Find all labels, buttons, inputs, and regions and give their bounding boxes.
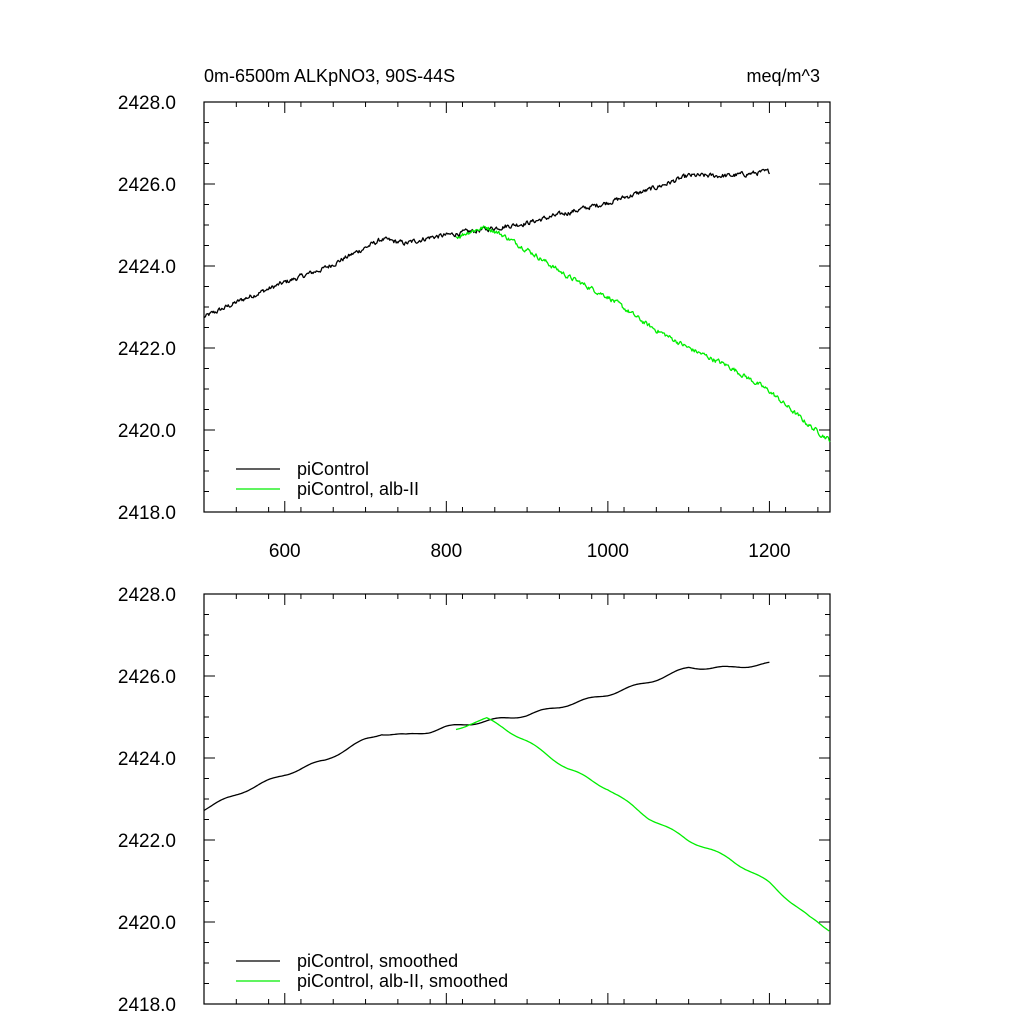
legend-label: piControl <box>297 459 369 479</box>
y-tick-label: 2422.0 <box>118 831 176 852</box>
chart-panel-1: 2418.0 2420.0 2422.0 2424.0 2426.0 2428.0 600 8… <box>118 93 831 562</box>
plot-title-right: meq/m^3 <box>747 66 820 86</box>
plot-frame <box>203 593 831 1005</box>
y-tick-label: 2424.0 <box>118 257 176 278</box>
legend-label: piControl, alb-II, smoothed <box>297 971 508 991</box>
plot-frame <box>203 101 831 513</box>
x-tick-label: 1200 <box>748 541 790 562</box>
y-tick-label: 2424.0 <box>118 749 176 770</box>
y-tick-label: 2418.0 <box>118 995 176 1016</box>
series-line-1 <box>203 168 770 318</box>
y-tick-label: 2420.0 <box>118 913 176 934</box>
x-tick-label: 800 <box>430 541 462 562</box>
series-line-1 <box>203 661 770 812</box>
legend-label: piControl, alb-II <box>297 479 419 499</box>
y-tick-label: 2428.0 <box>118 93 176 114</box>
y-tick-label: 2422.0 <box>118 339 176 360</box>
series-line-2 <box>455 717 830 932</box>
x-tick-label: 1000 <box>587 541 629 562</box>
y-tick-label: 2418.0 <box>118 503 176 524</box>
y-tick-label: 2426.0 <box>118 667 176 688</box>
y-tick-label: 2426.0 <box>118 175 176 196</box>
chart-panel-2: 2418.0 2420.0 2422.0 2424.0 2426.0 2428.0 piCo… <box>118 585 831 1016</box>
y-tick-label: 2428.0 <box>118 585 176 606</box>
panels: 2418.0 2420.0 2422.0 2424.0 2426.0 2428.0 600 8… <box>118 93 831 1016</box>
y-tick-label: 2420.0 <box>118 421 176 442</box>
x-tick-label: 600 <box>269 541 301 562</box>
plot-title-left: 0m-6500m ALKpNO3, 90S-44S <box>204 66 455 86</box>
series-line-2 <box>455 225 831 443</box>
legend-label: piControl, smoothed <box>297 951 458 971</box>
